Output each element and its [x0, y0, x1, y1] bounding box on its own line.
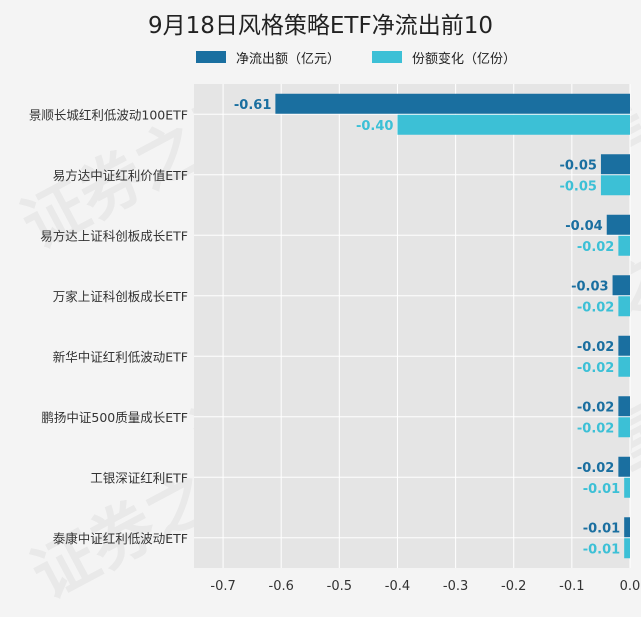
x-tick-label: -0.4 — [385, 579, 410, 594]
data-label-outflow: -0.02 — [577, 461, 614, 476]
legend-swatch-outflow — [196, 51, 226, 63]
data-label-outflow: -0.04 — [565, 219, 602, 234]
bar-outflow — [275, 93, 630, 114]
data-label-share-change: -0.02 — [577, 361, 614, 376]
legend-label-outflow: 净流出额（亿元） — [236, 51, 341, 67]
bar-share-change — [624, 538, 630, 559]
x-tick-label: -0.2 — [501, 579, 526, 594]
data-label-outflow: -0.03 — [571, 279, 608, 294]
data-label-share-change: -0.02 — [577, 421, 614, 436]
legend-label-share-change: 份额变化（亿份） — [412, 51, 517, 67]
bar-share-change — [397, 114, 630, 135]
data-label-outflow: -0.05 — [559, 158, 596, 173]
data-label-share-change: -0.02 — [577, 300, 614, 315]
bar-outflow — [612, 275, 630, 296]
data-label-share-change: -0.05 — [559, 179, 596, 194]
data-label-share-change: -0.02 — [577, 240, 614, 255]
x-tick-label: -0.6 — [269, 579, 294, 594]
data-label-outflow: -0.02 — [577, 340, 614, 355]
chart-title: 9月18日风格策略ETF净流出前10 — [148, 13, 493, 39]
legend-swatch-share-change — [372, 51, 403, 63]
x-tick-label: 0.0 — [620, 579, 641, 594]
data-label-outflow: -0.01 — [583, 521, 620, 536]
category-label: 鹏扬中证500质量成长ETF — [41, 410, 188, 425]
data-label-share-change: -0.01 — [583, 542, 620, 557]
bar-outflow — [618, 396, 630, 417]
bar-outflow — [618, 335, 630, 356]
bar-share-change — [600, 175, 630, 196]
data-label-outflow: -0.02 — [577, 400, 614, 415]
plot-area — [194, 84, 630, 568]
category-label: 工银深证红利ETF — [90, 470, 188, 485]
legend-item-outflow: 净流出额（亿元） — [196, 48, 340, 67]
category-label: 万家上证科创板成长ETF — [53, 289, 188, 304]
bar-outflow — [600, 154, 630, 175]
bar-share-change — [618, 235, 630, 256]
category-label: 易方达中证红利价值ETF — [53, 168, 188, 183]
category-label: 泰康中证红利低波动ETF — [53, 531, 188, 546]
bar-outflow — [606, 214, 630, 235]
x-tick-label: -0.1 — [559, 579, 584, 594]
data-label-share-change: -0.40 — [356, 119, 393, 134]
bar-outflow — [618, 456, 630, 477]
bar-share-change — [618, 356, 630, 377]
x-tick-label: -0.3 — [443, 579, 468, 594]
x-tick-label: -0.5 — [327, 579, 352, 594]
data-label-share-change: -0.01 — [583, 482, 620, 497]
data-label-outflow: -0.61 — [234, 98, 271, 113]
bar-share-change — [618, 296, 630, 317]
category-label: 易方达上证科创板成长ETF — [40, 228, 188, 243]
x-tick-label: -0.7 — [210, 579, 235, 594]
legend-item-share-change: 份额变化（亿份） — [372, 48, 516, 67]
legend: 净流出额（亿元） 份额变化（亿份） — [196, 47, 548, 67]
bar-outflow — [624, 517, 630, 538]
category-label: 景顺长城红利低波动100ETF — [29, 107, 188, 122]
bar-share-change — [624, 477, 630, 498]
category-label: 新华中证红利低波动ETF — [53, 349, 188, 364]
bar-share-change — [618, 417, 630, 438]
